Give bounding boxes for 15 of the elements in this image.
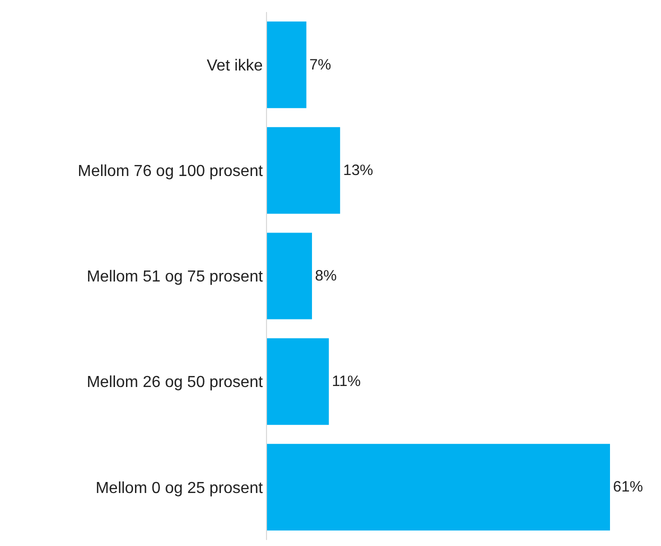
bar <box>267 232 312 320</box>
y-tick-label: Mellom 26 og 50 prosent <box>86 374 264 392</box>
y-tick-label: Vet ikke <box>206 57 263 74</box>
data-label: 13% <box>343 162 374 179</box>
data-label: 11% <box>332 373 361 390</box>
data-label: 7% <box>309 56 332 74</box>
bar <box>267 127 340 214</box>
data-label: 61% <box>613 478 644 496</box>
y-tick-label: Mellom 0 og 25 prosent <box>96 480 264 497</box>
bar <box>267 444 610 530</box>
y-tick-label: Mellom 76 og 100 prosent <box>78 163 264 180</box>
y-tick-label: Mellom 51 og 75 prosent <box>86 268 264 286</box>
bar <box>267 338 329 425</box>
bar <box>267 22 306 108</box>
data-label: 8% <box>314 268 337 284</box>
